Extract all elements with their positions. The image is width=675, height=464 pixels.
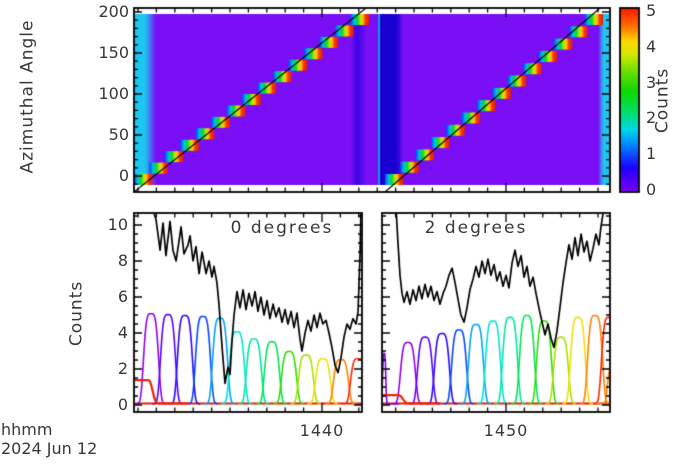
heatmap-ytick-50: 50 [108,125,129,144]
heatmap-ytick-150: 150 [98,43,129,62]
time-tick-1450: 1450 [483,421,529,440]
panel-label-0-degrees: 0 degrees [230,218,334,238]
panel-label-2-degrees: 2 degrees [424,218,528,238]
colorbar-tick-5: 5 [646,1,657,20]
time-axis-units-label: hhmm [1,420,53,439]
lineplot-ytick-2: 2 [117,359,128,378]
heatmap-ytick-0: 0 [118,166,129,185]
colorbar-axis-title: Counts [652,67,673,134]
colorbar-tick-3: 3 [646,73,657,92]
lineplot-ytick-6: 6 [117,287,128,306]
lineplot-y-axis-title: Counts [66,280,87,347]
date-label: 2024 Jun 12 [1,439,98,458]
heatmap-y-axis-title: Azimuthal Angle [17,19,38,174]
heatmap-ytick-200: 200 [98,2,129,21]
lineplot-ytick-4: 4 [117,323,128,342]
lineplot-ytick-0: 0 [117,395,128,414]
time-tick-1440: 1440 [299,421,345,440]
colorbar-tick-0: 0 [646,180,657,199]
lineplot-ytick-8: 8 [117,251,128,270]
lineplot-ytick-10: 10 [107,215,128,234]
colorbar-tick-1: 1 [646,144,657,163]
colorbar-tick-4: 4 [646,37,657,56]
heatmap-ytick-100: 100 [98,84,129,103]
colorbar-tick-2: 2 [646,108,657,127]
